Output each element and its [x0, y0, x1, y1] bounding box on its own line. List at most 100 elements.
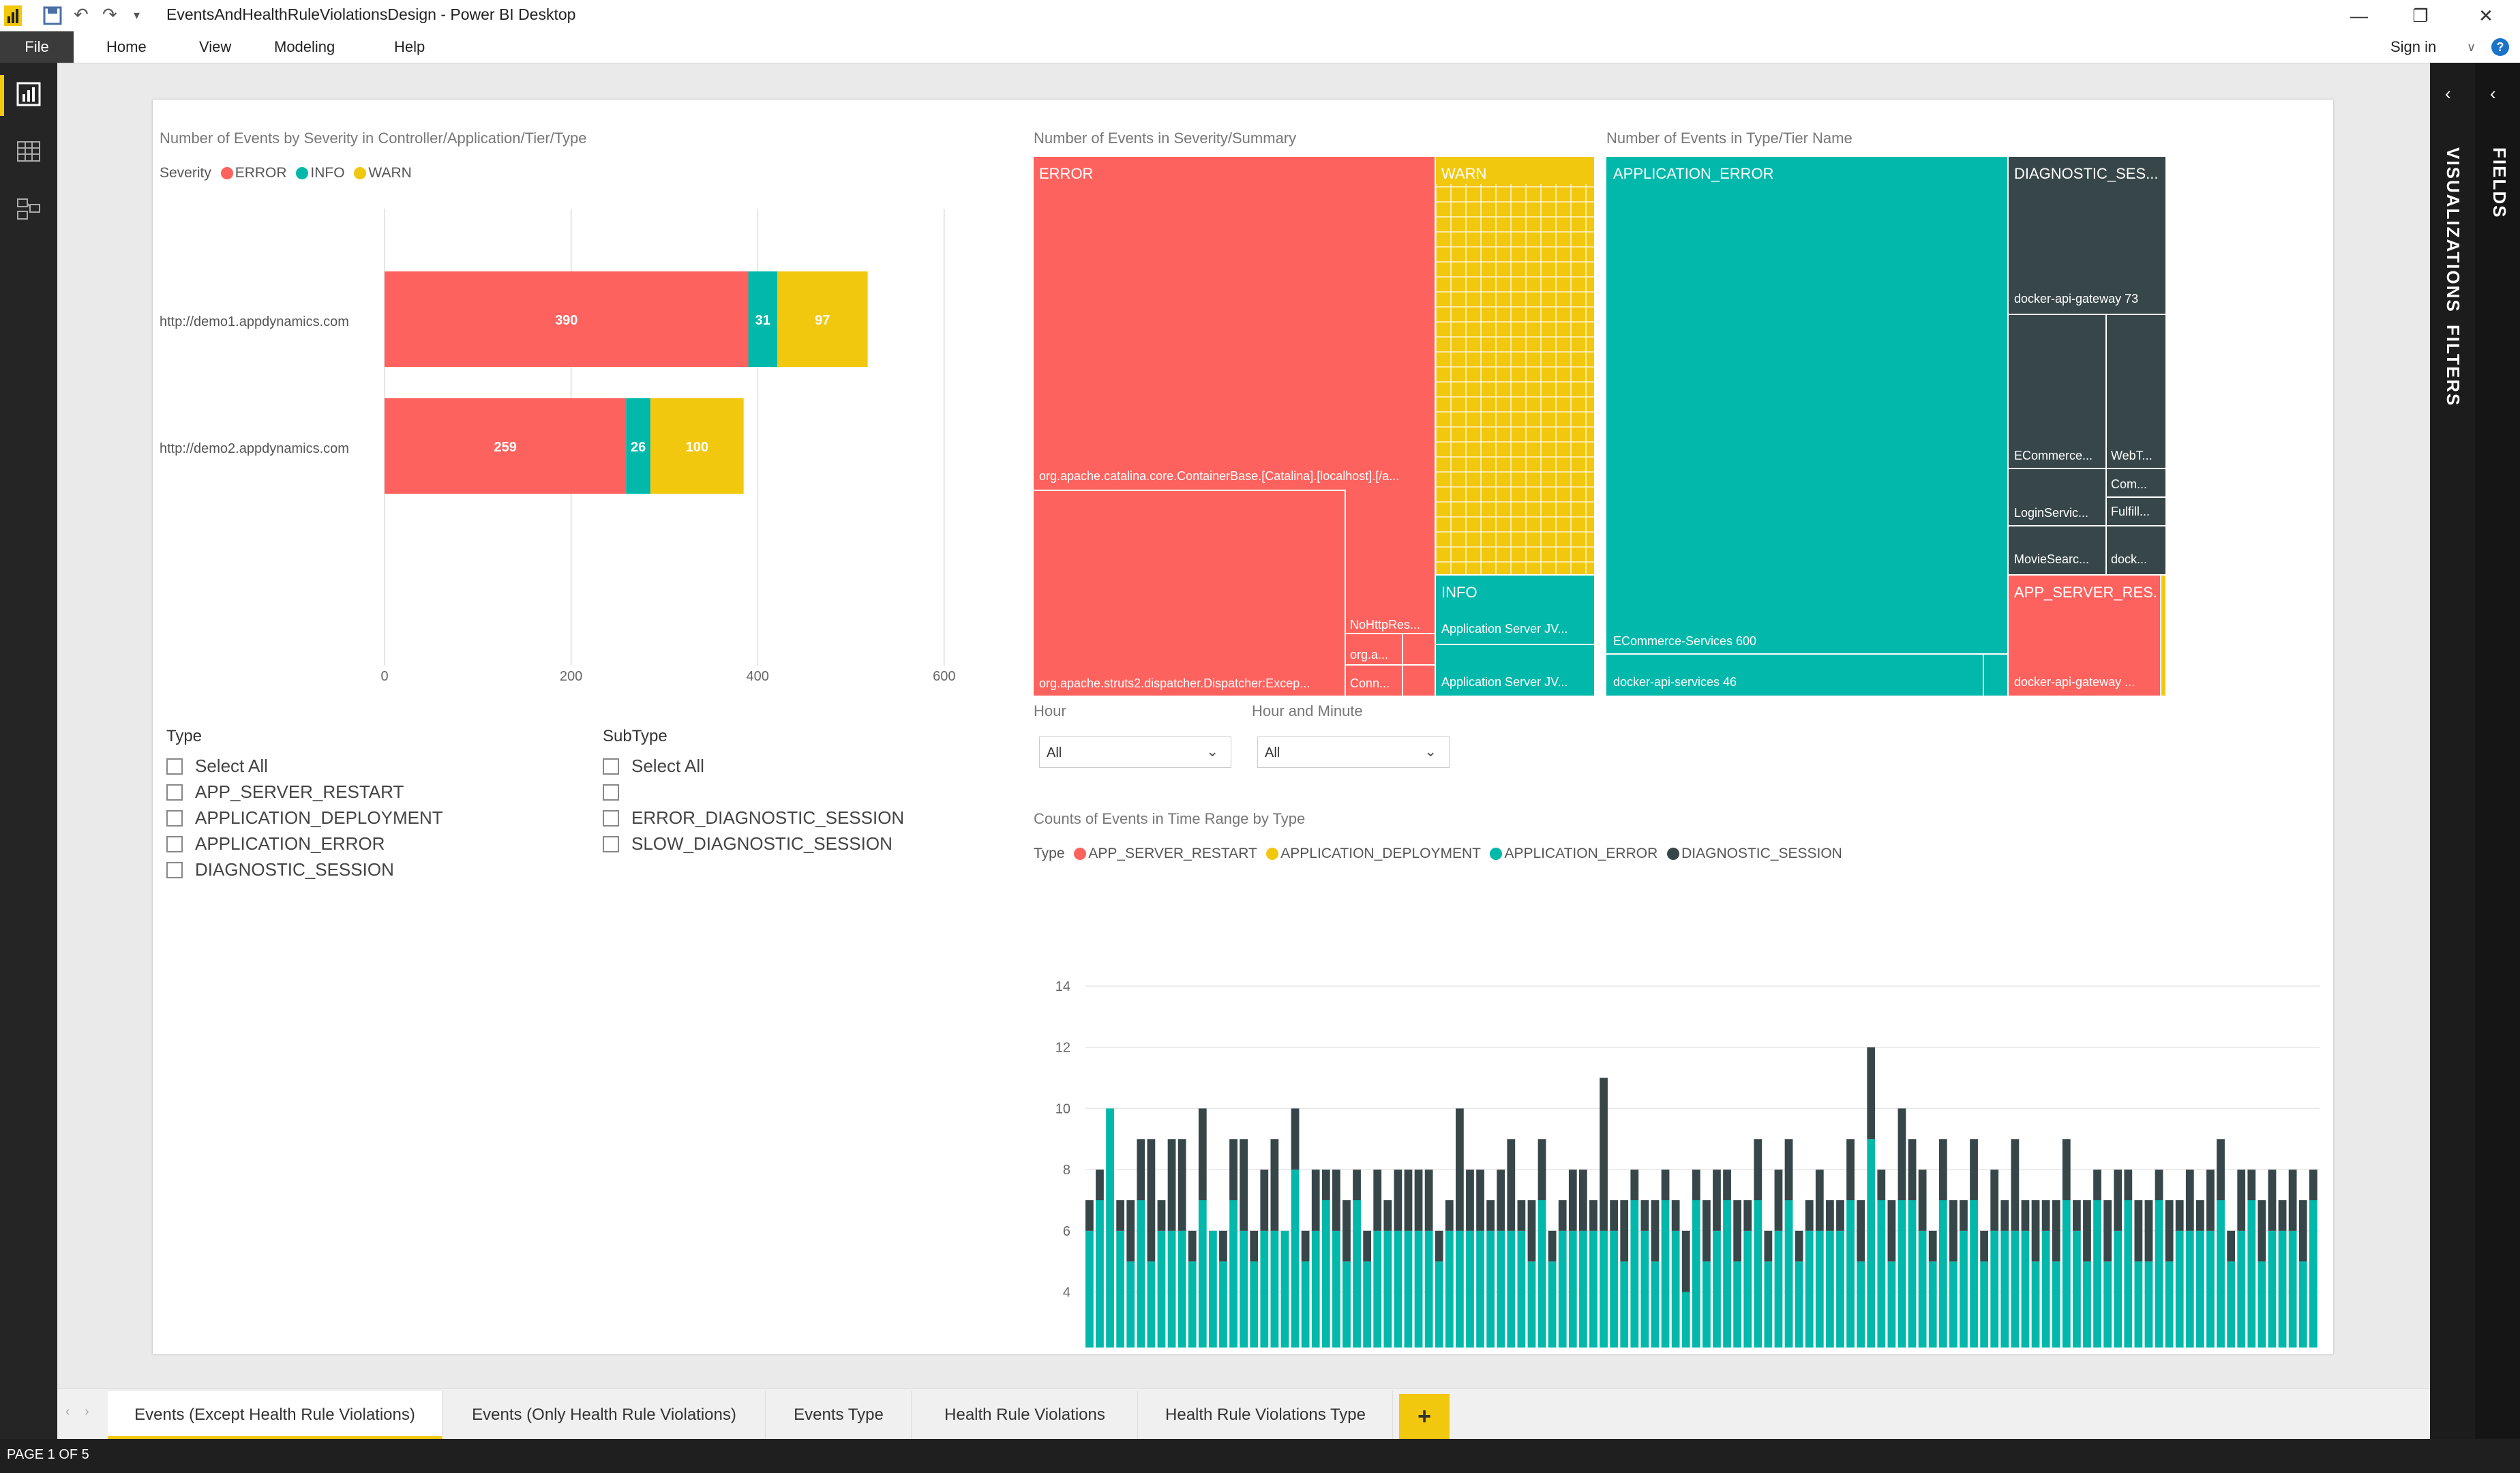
page-tab-2[interactable]: Events (Only Health Rule Violations) [443, 1391, 766, 1439]
type-tier-treemap[interactable]: Number of Events in Type/Tier Name [1604, 100, 2183, 700]
severity-summary-treemap[interactable]: Number of Events in Severity/Summary [1031, 100, 1597, 700]
file-menu[interactable]: File [0, 31, 74, 63]
checkbox[interactable] [603, 836, 619, 852]
slicer-item[interactable] [603, 780, 985, 803]
help-icon[interactable]: ? [2491, 38, 2509, 56]
slicer-item[interactable]: APPLICATION_DEPLOYMENT [166, 806, 548, 829]
quick-access-dropdown-icon[interactable]: ▾ [134, 8, 140, 22]
column-segment [2103, 1261, 2112, 1348]
column-segment [2052, 1200, 2060, 1262]
hour-dropdown-value: All [1047, 745, 1062, 760]
column-segment [1126, 1261, 1135, 1348]
treemap-warn-grid [1436, 184, 1594, 574]
column-segment [1887, 1261, 1896, 1348]
bar-chart-plot: 0 200 400 600 http://demo1.appdynamics.com 39… [160, 209, 955, 684]
column-segment [1754, 1139, 1762, 1200]
menu-view[interactable]: View [199, 38, 232, 55]
filters-pane-label[interactable]: FILTERS [2443, 325, 2463, 407]
visualizations-pane-collapsed[interactable] [2430, 63, 2475, 1439]
treemap-deployment-sliver[interactable] [2161, 576, 2165, 696]
fields-pane-label[interactable]: FIELDS [2489, 147, 2510, 219]
ribbon-collapse-icon[interactable]: ∨ [2467, 40, 2476, 54]
column-segment [1456, 1108, 1464, 1231]
column-segment [2165, 1261, 2174, 1348]
column-segment [1620, 1200, 1629, 1262]
prev-page-icon[interactable]: ‹ [65, 1404, 70, 1419]
legend-application-error: APPLICATION_ERROR [1504, 846, 1658, 861]
column-segment [2227, 1261, 2236, 1348]
page-tab-3[interactable]: Events Type [766, 1391, 912, 1439]
column-segment [2041, 1230, 2050, 1348]
slicer-item[interactable]: APPLICATION_ERROR [166, 832, 548, 855]
menu-modeling[interactable]: Modeling [274, 38, 335, 55]
checkbox[interactable] [603, 810, 619, 827]
treemap-error-sub[interactable] [1034, 490, 1346, 697]
hour-dropdown[interactable]: All ⌄ [1039, 736, 1231, 768]
slicer-item-label: ERROR_DIAGNOSTIC_SESSION [631, 807, 905, 828]
treemap-info-block[interactable]: INFO Application Server JV... Applicatio… [1436, 576, 1594, 696]
slicer-item[interactable]: APP_SERVER_RESTART [166, 780, 548, 803]
column-segment [1938, 1139, 1947, 1200]
redo-icon[interactable]: ↷ [102, 4, 117, 25]
slicer-item[interactable]: Select All [166, 754, 548, 777]
column-segment [2041, 1200, 2050, 1231]
column-segment [2124, 1200, 2133, 1348]
treemap-error-sub-small[interactable] [1345, 490, 1435, 696]
column-segment [1280, 1230, 1289, 1348]
treemap-application-error-block[interactable]: APPLICATION_ERROR ECommerce-Services 600… [1606, 157, 2007, 696]
page-tab-1[interactable]: Events (Except Health Rule Violations) [108, 1391, 442, 1439]
x-tick-label: 0 [380, 669, 388, 684]
checkbox[interactable] [166, 836, 183, 852]
column-segment [2309, 1170, 2318, 1200]
expand-visualizations-icon[interactable]: ‹ [2445, 83, 2451, 104]
column-segment [2000, 1230, 2009, 1348]
checkbox[interactable] [166, 810, 183, 827]
slicer-item[interactable]: ERROR_DIAGNOSTIC_SESSION [603, 806, 985, 829]
legend-swatch-error [1490, 848, 1503, 861]
menu-help[interactable]: Help [394, 38, 425, 55]
sign-in-link[interactable]: Sign in [2390, 38, 2437, 55]
undo-icon[interactable]: ↶ [74, 4, 89, 25]
slicer-item[interactable]: DIAGNOSTIC_SESSION [166, 858, 548, 881]
treemap-label-ecommerce-services: ECommerce-Services 600 [1613, 634, 1757, 648]
column-segment [1600, 1230, 1608, 1348]
slicer-item-label: APPLICATION_ERROR [195, 833, 385, 854]
treemap-error-block[interactable]: ERROR org.apache.catalina.core.Container… [1034, 157, 1435, 697]
x-tick-label: 400 [747, 669, 769, 684]
checkbox[interactable] [603, 758, 619, 775]
expand-fields-icon[interactable]: ‹ [2490, 83, 2496, 104]
menu-home[interactable]: Home [106, 38, 147, 55]
data-label: 31 [755, 313, 770, 328]
severity-bar-visual[interactable]: Number of Events by Severity in Controll… [153, 100, 998, 713]
save-icon[interactable] [42, 5, 63, 26]
treemap-diagnostic-block[interactable]: DIAGNOSTIC_SES... docker-api-gateway 73 … [2009, 157, 2165, 574]
minimize-icon[interactable]: — [2350, 5, 2368, 26]
column-segment [1527, 1200, 1536, 1262]
treemap-app-server-restart-block[interactable]: APP_SERVER_RES... docker-api-gateway ... [2009, 576, 2160, 696]
column-segment [1754, 1200, 1762, 1348]
checkbox[interactable] [166, 784, 183, 801]
checkbox[interactable] [166, 862, 183, 878]
events-time-range-column-visual[interactable]: Counts of Events in Time Range by Type T… [1031, 802, 2326, 1348]
column-segment [1096, 1170, 1104, 1200]
report-view-icon[interactable] [12, 78, 45, 110]
column-segment [2206, 1170, 2215, 1231]
add-page-button[interactable]: + [1399, 1394, 1450, 1439]
relationships-view-icon[interactable] [12, 192, 45, 225]
checkbox[interactable] [166, 758, 183, 775]
slicer-item[interactable]: Select All [603, 754, 985, 777]
data-view-icon[interactable] [12, 135, 45, 168]
page-tab-4[interactable]: Health Rule Violations [912, 1391, 1138, 1439]
hour-minute-dropdown[interactable]: All ⌄ [1257, 736, 1450, 768]
restore-icon[interactable]: ❐ [2412, 5, 2429, 26]
column-segment [1784, 1139, 1793, 1200]
checkbox[interactable] [603, 784, 619, 801]
visualizations-pane-label[interactable]: VISUALIZATIONS [2443, 147, 2463, 313]
column-segment [1815, 1230, 1824, 1348]
close-icon[interactable]: ✕ [2478, 5, 2493, 26]
column-segment [1332, 1230, 1340, 1348]
treemap-warn-block[interactable]: WARN [1436, 157, 1594, 574]
page-tab-5[interactable]: Health Rule Violations Type [1139, 1391, 1393, 1439]
next-page-icon[interactable]: › [85, 1404, 89, 1419]
slicer-item[interactable]: SLOW_DIAGNOSTIC_SESSION [603, 832, 985, 855]
